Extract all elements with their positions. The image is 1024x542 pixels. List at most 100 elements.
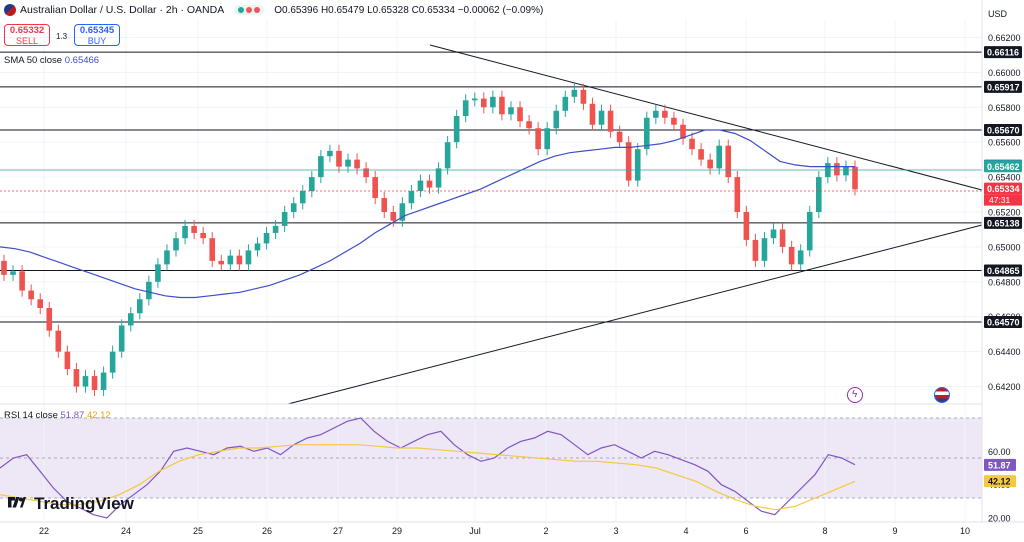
sell-label: SELL: [15, 36, 39, 46]
candle-body: [118, 325, 125, 352]
candle-body: [327, 150, 333, 157]
time-tick-label: 10: [960, 526, 970, 536]
candle-body: [146, 281, 152, 300]
candle-body: [662, 110, 668, 118]
price-tick-label: 0.65000: [988, 242, 1021, 252]
candle-body: [671, 117, 677, 125]
candle-body: [752, 239, 759, 261]
candle-body: [462, 100, 469, 116]
level-tag: [984, 315, 1022, 328]
candle-body: [535, 128, 541, 150]
candle-body: [743, 212, 750, 240]
candle-body: [444, 142, 451, 169]
level-tag-label: 0.65138: [987, 218, 1020, 228]
candle-body: [245, 250, 252, 265]
candle-body: [526, 121, 532, 129]
rsi-legend-label: RSI 14 close: [4, 410, 58, 421]
candle-body: [734, 177, 741, 212]
candle-body: [281, 212, 288, 226]
time-axis[interactable]: 22 24 25 26 27 29 Jul 2 3 4 6 8 9 10: [39, 526, 970, 536]
candle-body: [725, 145, 732, 178]
candle-body: [155, 264, 161, 282]
candle-body: [73, 369, 80, 387]
sma-legend[interactable]: SMA 50 close 0.65466: [4, 55, 99, 66]
price-tick-label: 0.64400: [988, 347, 1021, 357]
green-price-tag: [984, 160, 1022, 173]
candle-body: [580, 89, 587, 104]
candle-body: [64, 351, 71, 370]
chart-grid: [0, 20, 982, 522]
rsi-ma-value-tag-label: 42.12: [988, 477, 1011, 487]
rsi-line: [0, 417, 856, 519]
price-tick-label: 0.66200: [988, 33, 1021, 43]
candle-body: [716, 145, 723, 169]
tradingview-logo[interactable]: TradingView: [6, 494, 134, 514]
sell-button[interactable]: 0.65332 SELL: [4, 24, 50, 46]
candle-body: [263, 232, 270, 244]
candle-body: [634, 149, 641, 181]
rsi-tick-label: 20.00: [988, 514, 1011, 524]
buy-button[interactable]: 0.65345 BUY: [74, 24, 120, 46]
symbol-title[interactable]: Australian Dollar / U.S. Dollar · 2h · O…: [20, 4, 225, 16]
candle-body: [290, 203, 297, 212]
candle-body: [381, 198, 388, 212]
price-tags: 0.66116 0.65917 0.65670 0.65138 0.64865 0.645…: [984, 46, 1022, 488]
chart-header: Australian Dollar / U.S. Dollar · 2h · O…: [0, 0, 543, 20]
us-flag-event-icon[interactable]: [934, 387, 950, 403]
candle-body: [363, 168, 369, 178]
buy-label: BUY: [87, 36, 107, 46]
sma-50-line: [0, 129, 855, 299]
candle-body: [653, 110, 659, 118]
time-tick-label: 22: [39, 526, 49, 536]
trendlines: [287, 44, 983, 405]
rsi-ma-line: [0, 444, 856, 511]
candle-body: [91, 376, 98, 391]
current-price-tag: [984, 182, 1022, 195]
candle-body: [191, 225, 197, 233]
candle-body: [770, 229, 777, 239]
spread-value: 1.3: [56, 32, 68, 41]
candle-body: [453, 116, 460, 143]
market-status-icon[interactable]: [234, 5, 265, 15]
level-tag-label: 0.65670: [987, 125, 1020, 135]
candle-body: [408, 191, 415, 204]
price-tick-label: 0.65600: [988, 138, 1021, 148]
candle-body: [571, 89, 578, 97]
rsi-legend[interactable]: RSI 14 close 51.87 42.12: [4, 410, 111, 421]
candle-body: [372, 177, 378, 199]
candle-body: [236, 255, 243, 265]
candle-body: [553, 110, 560, 129]
candle-body: [852, 166, 858, 190]
candle-body: [598, 110, 605, 125]
time-tick-label: 4: [683, 526, 688, 536]
time-tick-label: 3: [613, 526, 618, 536]
tradingview-logo-icon: [8, 497, 26, 508]
lightning-event-icon[interactable]: ϟ: [847, 387, 863, 403]
candle-body: [680, 124, 686, 139]
time-tick-label: 29: [392, 526, 402, 536]
price-tick-label: 0.65800: [988, 103, 1021, 113]
trendline-lower: [287, 224, 983, 405]
rsi-ma-legend-value: 42.12: [86, 410, 111, 421]
time-tick-label: 2: [543, 526, 548, 536]
candle-body: [517, 107, 523, 122]
candle-body: [336, 150, 342, 167]
candle-body: [254, 243, 261, 251]
candle-body: [589, 103, 596, 125]
time-tick-label: 9: [892, 526, 897, 536]
candle-body: [499, 96, 505, 115]
candle-body: [544, 128, 550, 150]
time-tick-label: 25: [193, 526, 203, 536]
candle-body: [616, 131, 623, 143]
level-tag-label: 0.66116: [987, 48, 1019, 58]
candle-body: [471, 98, 478, 101]
candle-body: [218, 260, 225, 265]
candle-body: [417, 180, 424, 192]
currency-label[interactable]: USD: [988, 9, 1008, 19]
time-tick-label: Jul: [469, 526, 481, 536]
candle-body: [390, 212, 397, 221]
ohlc-values: O0.65396 H0.65479 L0.65328 C0.65334 −0.0…: [274, 4, 544, 16]
candle-body: [481, 98, 487, 108]
candle-body: [272, 225, 279, 233]
